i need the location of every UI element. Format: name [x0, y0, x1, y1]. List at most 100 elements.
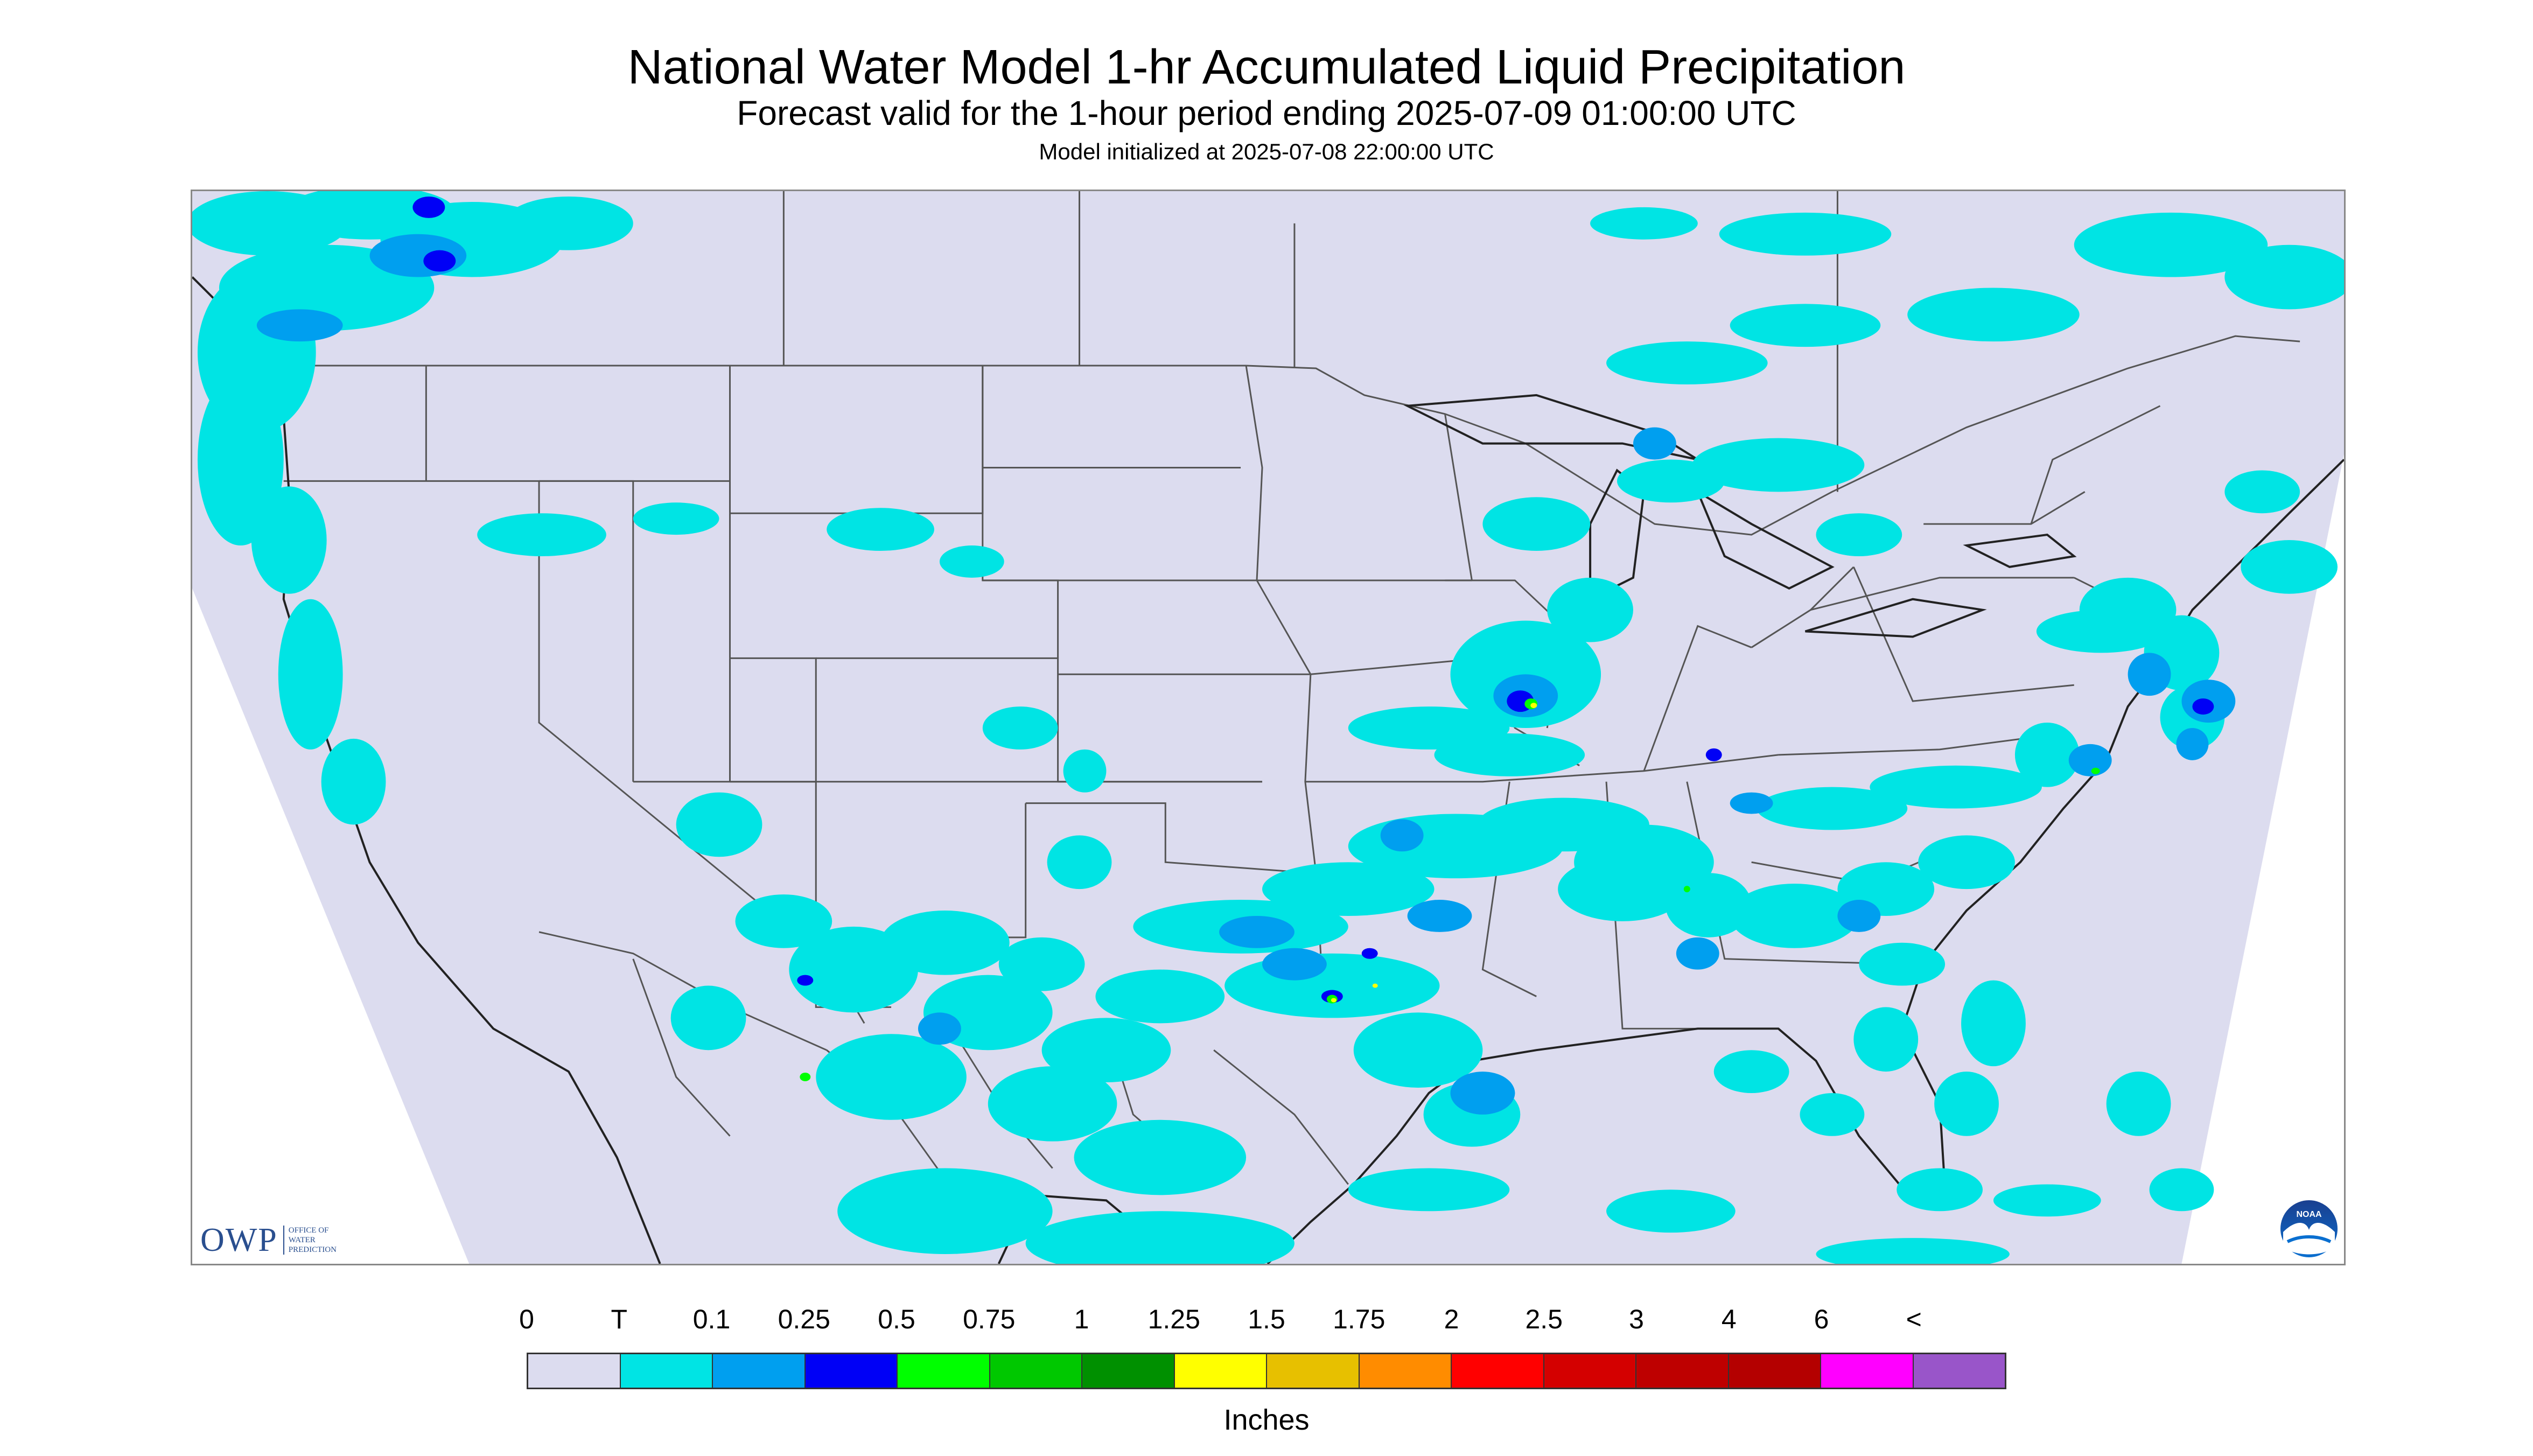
precip-trace-cell — [2036, 610, 2166, 653]
precip-trace-cell — [1434, 733, 1585, 776]
legend-swatch-2 — [713, 1354, 806, 1388]
precip-trace-cell — [1907, 288, 2080, 342]
owp-subtitle: Office of Water Prediction — [283, 1226, 337, 1255]
precip-trace-cell — [982, 706, 1058, 750]
precip-tenth-cell — [1380, 819, 1424, 852]
precip-trace-cell — [2224, 244, 2344, 310]
precip-trace-cell — [1074, 1119, 1247, 1195]
precip-trace-cell — [1934, 1072, 1999, 1136]
precip-tenth-cell — [1676, 937, 1719, 970]
precip-trace-cell — [837, 1168, 1053, 1255]
precip-trace-cell — [1993, 1184, 2101, 1217]
precip-trace-cell — [1482, 497, 1591, 551]
precip-tenth-cell — [1472, 1077, 1515, 1109]
map-title: National Water Model 1-hr Accumulated Li… — [627, 40, 1906, 94]
legend-tick-label: 1.25 — [1147, 1304, 1200, 1334]
precip-trace-cell — [1041, 1018, 1171, 1083]
precip-trace-cell — [880, 910, 1010, 975]
precip-tenth-cell — [1633, 427, 1676, 460]
precip-quarter-cell — [1361, 948, 1378, 959]
precip-trace-cell — [1047, 835, 1112, 890]
legend-tick-label: < — [1906, 1304, 1922, 1334]
precipitation-map — [191, 190, 2346, 1265]
precip-trace-cell — [827, 508, 934, 551]
legend-tick-label: 0.75 — [963, 1304, 1016, 1334]
legend-unit-label: Inches — [1223, 1404, 1310, 1436]
precip-trace-cell — [1961, 980, 2026, 1067]
model-domain — [192, 191, 2344, 1264]
precip-tenth-cell — [1407, 900, 1472, 932]
precip-quarter-cell — [1705, 748, 1722, 761]
precip-trace-cell — [633, 502, 719, 535]
legend-tick-label: 1 — [1074, 1304, 1089, 1334]
legend-tick-row: 0 T 0.1 0.25 0.5 0.75 1 1.25 1.5 1.75 2 2.5 3 4 6 < — [519, 1303, 2006, 1341]
legend-swatch-6 — [1082, 1354, 1175, 1388]
precip-trace-cell — [1730, 884, 1859, 948]
precip-trace-cell — [1918, 835, 2015, 890]
precip-trace-cell — [939, 545, 1004, 578]
precip-trace-cell — [321, 738, 386, 825]
legend-tick-label: 0.5 — [878, 1304, 915, 1334]
legend-tick-label: 4 — [1721, 1304, 1737, 1334]
precip-tenth-cell — [256, 309, 343, 342]
legend-swatch-13 — [1729, 1354, 1821, 1388]
precip-trace-cell — [1859, 942, 1946, 986]
precip-trace-cell — [1025, 1211, 1295, 1264]
precip-tenth-cell — [1837, 900, 1881, 932]
precip-trace-cell — [1606, 341, 1768, 384]
legend-tick-label: 2 — [1444, 1304, 1459, 1334]
legend-tick-label: 1.75 — [1333, 1304, 1386, 1334]
precip-heavy-cell — [1331, 998, 1337, 1003]
precip-trace-cell — [1719, 212, 1892, 256]
precip-trace-cell — [1353, 1012, 1483, 1088]
precip-trace-cell — [2224, 470, 2300, 514]
legend-swatch-11 — [1544, 1354, 1636, 1388]
precip-half-cell — [2091, 767, 2100, 774]
precip-quarter-cell — [423, 250, 456, 272]
precip-trace-cell — [1692, 438, 1865, 492]
precip-trace-cell — [1713, 1050, 1789, 1093]
precip-tenth-cell — [2176, 727, 2209, 760]
model-init-line: Model initialized at 2025-07-08 22:00:00… — [1039, 139, 1494, 164]
legend-swatch-0 — [528, 1354, 621, 1388]
precip-trace-cell — [1757, 787, 1908, 830]
precip-heavy-cell — [1530, 703, 1537, 709]
precip-trace-cell — [2106, 1072, 2171, 1136]
precip-quarter-cell — [412, 196, 445, 218]
legend-swatch-14 — [1821, 1354, 1914, 1388]
precip-trace-cell — [1348, 1168, 1510, 1212]
precip-trace-cell — [676, 792, 762, 857]
precip-trace-cell — [1800, 1093, 1865, 1136]
legend-tick-label: 0 — [519, 1304, 534, 1334]
map-canvas — [192, 191, 2344, 1264]
precip-trace-cell — [2241, 540, 2338, 594]
precip-trace-cell — [1262, 862, 1435, 916]
precip-quarter-cell — [797, 975, 814, 986]
precip-trace-cells — [192, 191, 2344, 1264]
precip-quarter-cell — [2192, 698, 2214, 715]
precip-trace-cell — [1816, 1238, 2010, 1264]
precip-trace-cell — [1606, 1189, 1736, 1233]
legend-swatch-3 — [805, 1354, 898, 1388]
precip-trace-cell — [2014, 723, 2080, 787]
precip-trace-cell — [816, 1034, 967, 1120]
owp-line3: Prediction — [288, 1245, 337, 1254]
precip-tenth-cell — [2128, 653, 2171, 696]
legend-tick-label: 3 — [1629, 1304, 1644, 1334]
legend-tick-label: T — [611, 1304, 628, 1334]
legend-tick-label: 0.1 — [692, 1304, 731, 1334]
owp-mark: OWP — [200, 1221, 278, 1258]
precip-trace-cell — [1897, 1168, 1983, 1212]
owp-line2: Water — [288, 1236, 316, 1244]
legend-swatch-9 — [1359, 1354, 1452, 1388]
precip-trace-cell — [735, 894, 832, 948]
precip-trace-cell — [278, 599, 343, 750]
precip-trace-cell — [1558, 857, 1687, 921]
forecast-valid-subtitle: Forecast valid for the 1-hour period end… — [737, 94, 1796, 132]
legend-swatch-7 — [1174, 1354, 1267, 1388]
precip-trace-cell — [477, 513, 606, 556]
precip-half-cell — [1683, 886, 1690, 893]
precip-trace-cell — [998, 937, 1085, 991]
precip-tenth-cell — [918, 1012, 961, 1045]
noaa-mark: NOAA — [2296, 1210, 2322, 1219]
